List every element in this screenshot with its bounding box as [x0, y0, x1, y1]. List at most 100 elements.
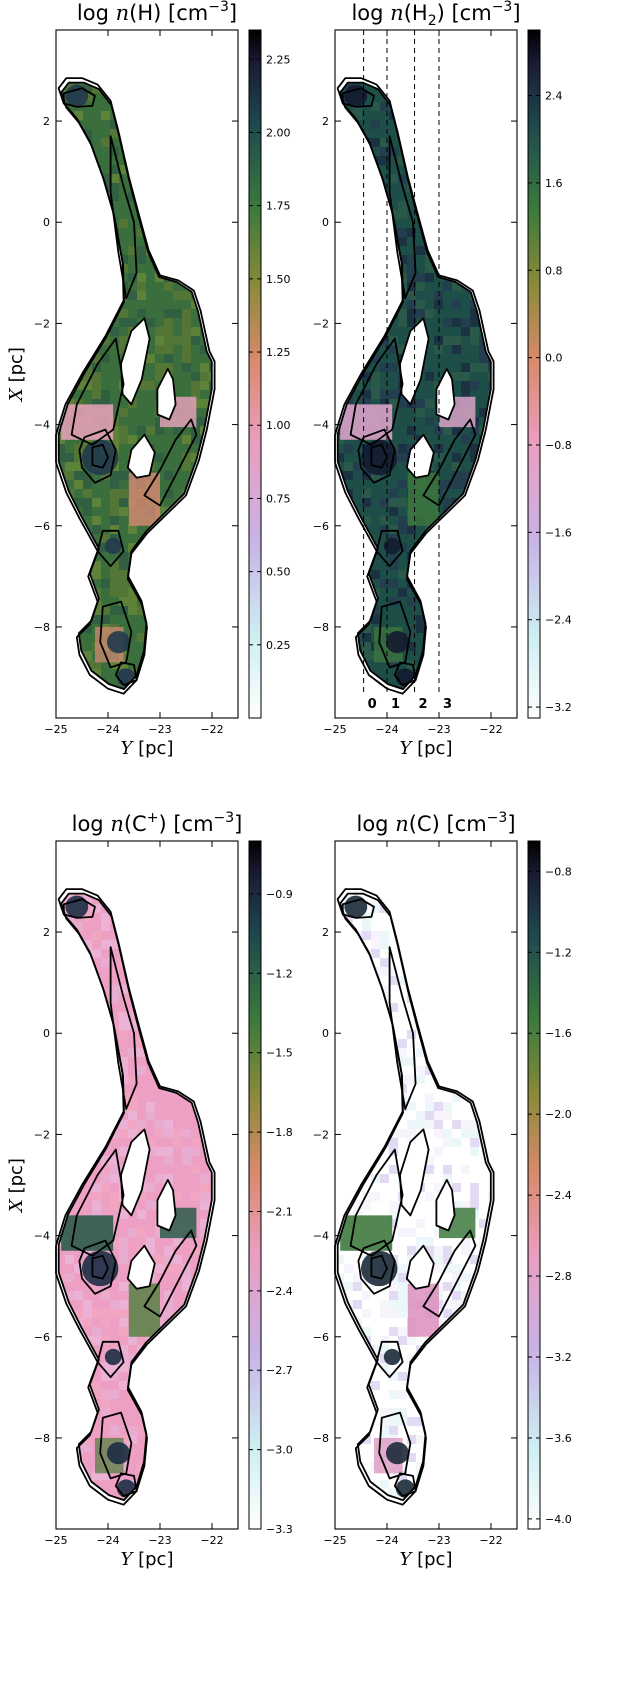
cut-label: 2: [419, 697, 428, 712]
cut-label: 3: [443, 697, 452, 712]
y-tick-label: −8: [313, 621, 329, 634]
chart-panel: −25 −24 −23 −22 −8 −6 −4 −2 0 2 Y [pc] X [pc] log n(…: [6, 0, 291, 759]
colorbar-tick-label: 2.25: [266, 53, 291, 66]
x-tick-label: −22: [200, 723, 223, 736]
y-tick-label: −2: [313, 1128, 329, 1141]
colorbar-tick-label: −1.2: [266, 967, 293, 980]
colorbar: −4.0 −3.6 −3.2 −2.8 −2.4 −2.0 −1.6 −1.2 −0.8: [527, 840, 572, 1530]
panel-title: log n(C+) [cm−3]: [72, 810, 243, 836]
axes-frame: [55, 29, 239, 719]
colorbar: −3.3 −3.0 −2.7 −2.4 −2.1 −1.8 −1.5 −1.2 −0.9: [248, 840, 293, 1536]
colorbar-tick-label: −1.8: [266, 1126, 293, 1139]
colorbar-tick-label: −3.2: [545, 1351, 572, 1364]
y-tick-label: 2: [322, 926, 329, 939]
y-tick-label: −6: [313, 1331, 329, 1344]
colorbar-tick-label: −1.5: [266, 1047, 293, 1060]
colorbar-tick-label: −0.8: [545, 439, 572, 452]
axes-frame: [334, 840, 518, 1530]
panel-title: log n(C) [cm−3]: [356, 810, 515, 836]
x-tick-label: −24: [96, 1534, 119, 1547]
colorbar-tick-label: 1.75: [266, 200, 291, 213]
contour-lines: [55, 888, 216, 1506]
colorbar-tick-label: −2.4: [545, 614, 572, 627]
colorbar-tick-label: −3.0: [266, 1444, 293, 1457]
colorbar-tick-label: 0.50: [266, 566, 291, 579]
x-axis-label: Y [pc]: [121, 1549, 174, 1570]
x-tick-label: −22: [200, 1534, 223, 1547]
colorbar-tick-label: −4.0: [545, 1513, 572, 1526]
colorbar-tick-label: 0.25: [266, 639, 291, 652]
colorbar-tick-label: −2.4: [545, 1189, 572, 1202]
x-tick-label: −24: [375, 1534, 398, 1547]
colorbar-tick-label: −0.9: [266, 888, 293, 901]
colorbar-tick-label: −0.8: [545, 865, 572, 878]
x-axis-label: Y [pc]: [400, 1549, 453, 1570]
x-tick-label: −22: [479, 1534, 502, 1547]
y-tick-label: −6: [34, 520, 50, 533]
cut-label: 1: [391, 697, 400, 712]
colorbar-tick-label: −2.0: [545, 1108, 572, 1121]
axes-frame: [55, 840, 239, 1530]
contour-lines: [55, 77, 216, 695]
x-tick-label: −22: [479, 723, 502, 736]
colorbar-tick-label: 0.0: [545, 352, 563, 365]
y-tick-label: −6: [34, 1331, 50, 1344]
y-axis-label: X [pc]: [6, 347, 27, 403]
axes-frame: [334, 29, 518, 719]
colorbar: 0.25 0.50 0.75 1.00 1.25 1.50 1.75 2.00 2.25: [248, 29, 291, 719]
y-tick-label: −4: [313, 1230, 329, 1243]
colorbar-tick-label: −3.6: [545, 1432, 572, 1445]
colorbar-tick-label: 1.50: [266, 273, 291, 286]
y-tick-label: 2: [322, 115, 329, 128]
y-tick-label: 0: [322, 1027, 329, 1040]
x-axis-label: Y [pc]: [121, 738, 174, 759]
y-tick-label: 0: [43, 1027, 50, 1040]
y-tick-label: 2: [43, 926, 50, 939]
colorbar-tick-label: −2.4: [266, 1285, 293, 1298]
colorbar-tick-label: −1.6: [545, 1027, 572, 1040]
x-tick-label: −24: [96, 723, 119, 736]
y-tick-label: −2: [34, 1128, 50, 1141]
colorbar-tick-label: −2.7: [266, 1364, 293, 1377]
colorbar-tick-label: −1.2: [545, 946, 572, 959]
colorbar-tick-label: −2.1: [266, 1205, 293, 1218]
cut-label: 0: [368, 697, 377, 712]
x-axis-label: Y [pc]: [400, 738, 453, 759]
colorbar-tick-label: −3.2: [545, 701, 572, 714]
colorbar-tick-label: 1.25: [266, 346, 291, 359]
colorbar: −3.2 −2.4 −1.6 −0.8 0.0 0.8 1.6 2.4: [527, 29, 572, 719]
colorbar-tick-label: −2.8: [545, 1270, 572, 1283]
colorbar-tick-label: 0.8: [545, 264, 563, 277]
x-tick-label: −23: [427, 1534, 450, 1547]
x-tick-label: −23: [427, 723, 450, 736]
y-tick-label: 0: [322, 216, 329, 229]
y-tick-label: −8: [313, 1432, 329, 1445]
colorbar-tick-label: 1.6: [545, 177, 563, 190]
y-axis-label: X [pc]: [6, 1158, 27, 1214]
x-tick-label: −23: [148, 1534, 171, 1547]
y-tick-label: 2: [43, 115, 50, 128]
x-tick-label: −24: [375, 723, 398, 736]
y-tick-label: −2: [34, 317, 50, 330]
x-tick-label: −23: [148, 723, 171, 736]
y-tick-label: 0: [43, 216, 50, 229]
contour-lines: [334, 77, 495, 695]
y-tick-label: −6: [313, 520, 329, 533]
x-tick-label: −25: [44, 723, 67, 736]
panel-title: log n(H) [cm−3]: [77, 0, 237, 25]
y-tick-label: −8: [34, 621, 50, 634]
colorbar-tick-label: −3.3: [266, 1523, 293, 1536]
y-tick-label: −4: [313, 419, 329, 432]
contour-lines: [334, 888, 495, 1506]
y-tick-label: −4: [34, 419, 50, 432]
colorbar-tick-label: 0.75: [266, 492, 291, 505]
x-tick-label: −25: [323, 723, 346, 736]
y-tick-label: −2: [313, 317, 329, 330]
x-tick-label: −25: [44, 1534, 67, 1547]
y-tick-label: −4: [34, 1230, 50, 1243]
x-tick-label: −25: [323, 1534, 346, 1547]
panel-title: log n(H2) [cm−3]: [351, 0, 520, 29]
colorbar-tick-label: 2.4: [545, 90, 563, 103]
